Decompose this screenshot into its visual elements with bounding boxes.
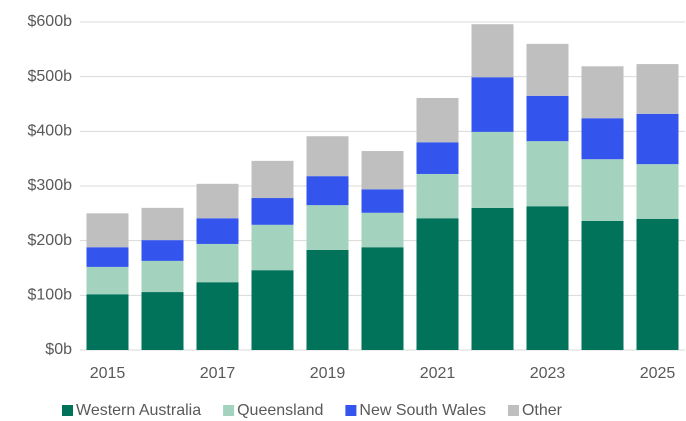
bar-segment <box>636 218 679 350</box>
y-tick-label: $600b <box>28 13 73 30</box>
legend-label: New South Wales <box>359 402 486 419</box>
x-tick-label: 2017 <box>200 365 236 382</box>
legend-label: Western Australia <box>76 402 201 419</box>
bar-segment <box>526 43 569 96</box>
bar-segment <box>141 207 184 241</box>
y-tick-label: $100b <box>28 287 73 304</box>
bar-segment <box>196 183 239 219</box>
bar-segment <box>526 141 569 207</box>
bar-segment <box>141 292 184 350</box>
bar-segment <box>471 77 514 132</box>
bar-segment <box>306 176 349 206</box>
x-tick-label: 2025 <box>640 365 676 382</box>
bar-segment <box>636 113 679 165</box>
bar-segment <box>416 142 459 174</box>
bar-segment <box>86 294 129 350</box>
bar-segment <box>636 64 679 114</box>
bar-segment <box>196 243 239 283</box>
bar-segment <box>416 97 459 143</box>
x-tick-label: 2015 <box>90 365 126 382</box>
y-tick-label: $300b <box>28 177 73 194</box>
bar-segment <box>581 159 624 221</box>
bar-segment <box>251 198 294 225</box>
bar-segment <box>471 24 514 78</box>
bar-segment <box>86 247 129 267</box>
bar-segment <box>361 151 404 190</box>
y-tick-label: $400b <box>28 123 73 140</box>
y-tick-label: $0b <box>45 341 72 358</box>
legend-swatch <box>62 405 73 416</box>
bar-segment <box>636 164 679 219</box>
bar-segment <box>416 218 459 350</box>
bar-segment <box>141 260 184 293</box>
bar-segment <box>361 247 404 350</box>
x-tick-label: 2021 <box>420 365 456 382</box>
legend-swatch <box>507 405 519 416</box>
legend-label: Queensland <box>237 402 323 419</box>
legend-swatch <box>223 405 235 416</box>
legend-label: Other <box>522 402 563 419</box>
y-tick-label: $200b <box>28 232 73 249</box>
bar-segment <box>471 207 514 350</box>
bar-segment <box>581 66 624 119</box>
x-tick-label: 2019 <box>310 365 346 382</box>
bar-segment <box>86 266 129 295</box>
bar-segment <box>306 136 349 177</box>
bar-segment <box>86 213 129 248</box>
bar-segment <box>306 249 349 350</box>
bar-segment <box>196 218 239 244</box>
bar-segment <box>361 212 404 248</box>
bar-segment <box>251 224 294 271</box>
bar-segment <box>581 118 624 160</box>
bar-segment <box>361 189 404 213</box>
bar-segment <box>581 220 624 350</box>
bar-segment <box>471 131 514 208</box>
y-tick-label: $500b <box>28 68 73 85</box>
bar-segment <box>251 270 294 350</box>
legend-swatch <box>345 405 357 416</box>
bar-segment <box>526 95 569 142</box>
x-tick-label: 2023 <box>530 365 566 382</box>
bar-segment <box>416 173 459 219</box>
bar-segment <box>196 282 239 350</box>
bar-segment <box>526 206 569 350</box>
bar-segment <box>141 240 184 261</box>
bar-segment <box>251 160 294 199</box>
bar-segment <box>306 205 349 250</box>
